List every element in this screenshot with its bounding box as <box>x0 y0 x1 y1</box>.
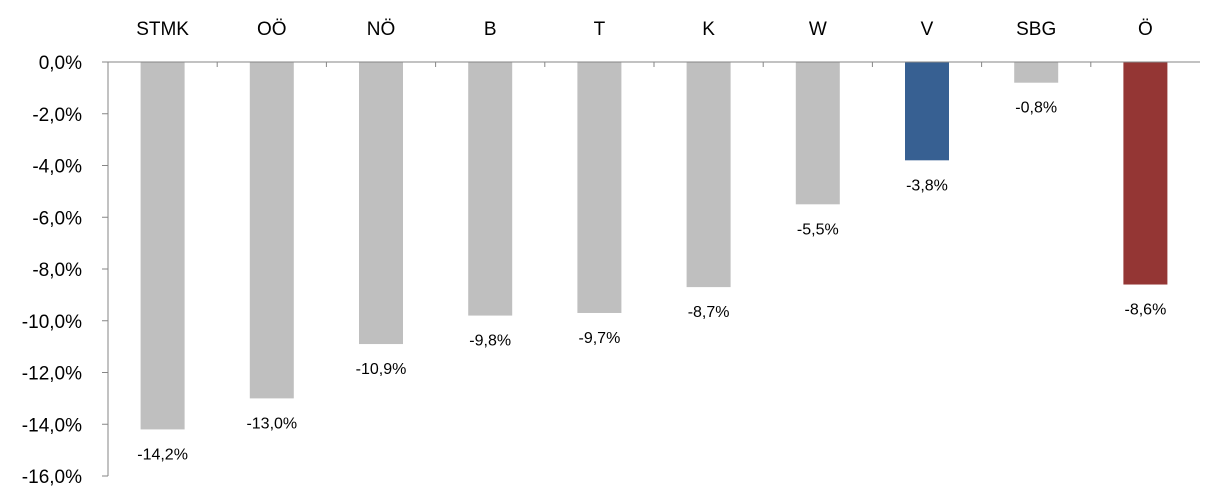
y-tick-label: -12,0% <box>22 364 82 385</box>
category-label: STMK <box>136 19 189 40</box>
labels-group: STMK -14,2% OÖ -13,0% NÖ -10,9% B -9,8% T -9,7% K -… <box>136 19 1166 463</box>
category-label: V <box>921 19 934 40</box>
bar-NÖ <box>359 62 403 345</box>
bar-V <box>905 62 949 161</box>
data-label: -3,8% <box>906 177 948 194</box>
category-label: NÖ <box>367 19 396 40</box>
data-label: -14,2% <box>137 446 188 463</box>
category-label: SBG <box>1016 19 1056 40</box>
bar-Ö <box>1123 62 1168 285</box>
category-label: W <box>809 19 827 40</box>
data-label: -8,7% <box>688 304 730 321</box>
y-tick-label: -10,0% <box>22 312 82 333</box>
data-label: -5,5% <box>797 221 839 238</box>
y-tick-label: -4,0% <box>32 157 82 178</box>
bar-K <box>686 62 731 288</box>
bar-B <box>468 62 513 316</box>
bar-SBG <box>1014 62 1059 83</box>
data-label: -9,8% <box>469 333 511 350</box>
bar-W <box>795 62 840 205</box>
data-label: -9,7% <box>579 330 621 347</box>
bar-OÖ <box>249 62 294 399</box>
y-tick-label: -14,0% <box>22 415 82 436</box>
category-label: T <box>594 19 606 40</box>
bar-T <box>577 62 622 313</box>
data-label: -0,8% <box>1015 100 1057 117</box>
bars-group <box>140 62 1168 430</box>
bar-STMK <box>140 62 185 430</box>
y-tick-label: -8,0% <box>32 260 82 281</box>
data-label: -10,9% <box>356 361 407 378</box>
data-label: -13,0% <box>246 415 297 432</box>
category-label: B <box>484 19 497 40</box>
category-label: Ö <box>1138 19 1153 40</box>
axes-group: 0,0% -2,0% -4,0% -6,0% -8,0% -10,0% -12,0% -14,… <box>22 53 1200 486</box>
y-tick-label: -16,0% <box>22 467 82 486</box>
category-label: OÖ <box>257 19 287 40</box>
data-label: -8,6% <box>1125 302 1167 319</box>
y-tick-label: -2,0% <box>32 105 82 126</box>
y-tick-label: 0,0% <box>39 53 82 74</box>
y-tick-label: -6,0% <box>32 208 82 229</box>
category-label: K <box>702 19 715 40</box>
